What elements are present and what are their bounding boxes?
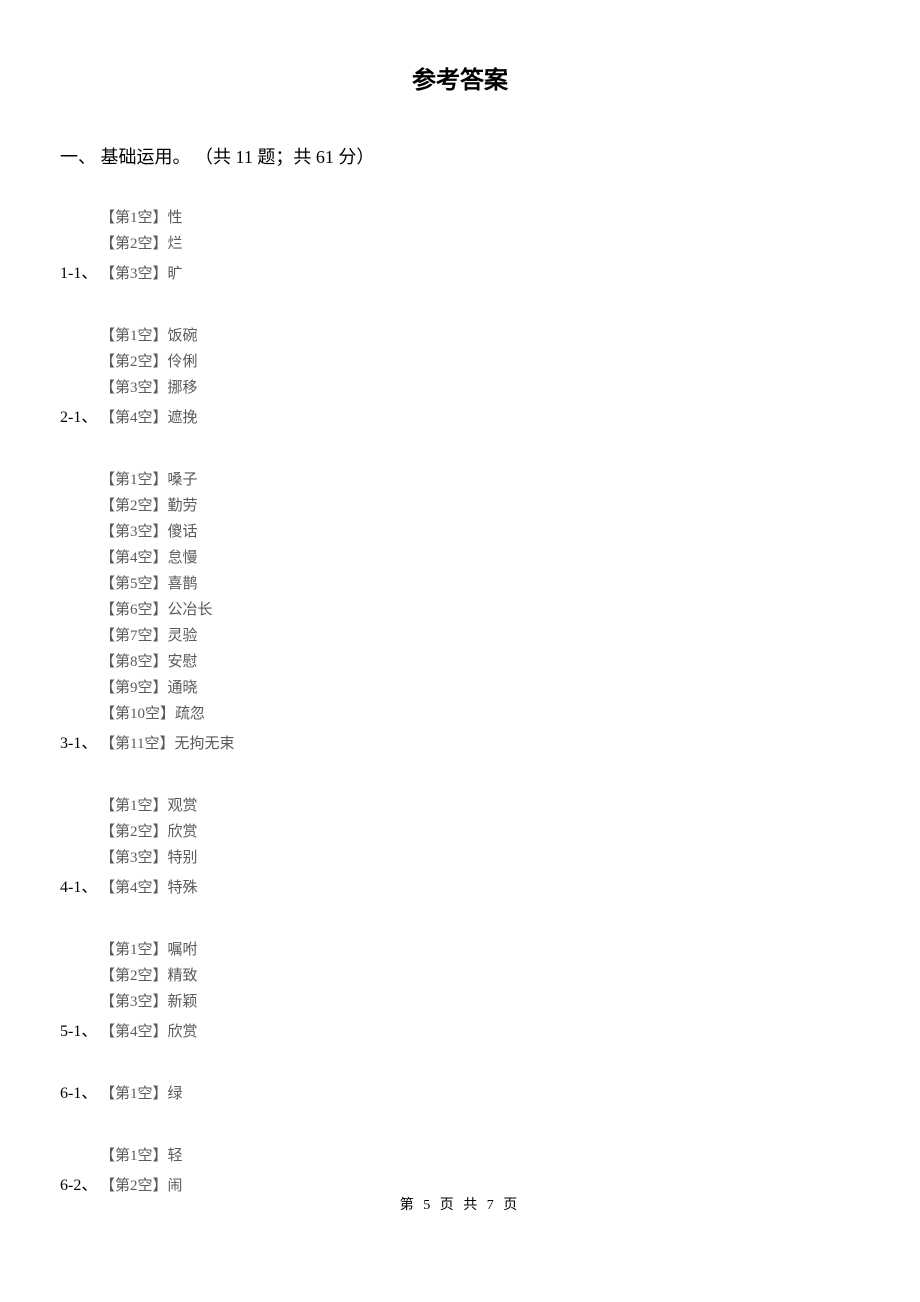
answer-line: 【第2空】精致: [100, 963, 860, 989]
question-number: 3-1、: [60, 731, 100, 757]
answer-line: 【第2空】欣赏: [100, 819, 860, 845]
answer-line: 【第1空】轻: [100, 1143, 860, 1169]
answer-line: 【第6空】公冶长: [100, 597, 860, 623]
answer-line: 【第2空】烂: [100, 231, 860, 257]
answer-line: 【第9空】通晓: [100, 675, 860, 701]
question-number-row: 4-1、【第4空】特殊: [60, 875, 860, 901]
answers-list: 【第1空】嘱咐【第2空】精致【第3空】新颖: [100, 937, 860, 1015]
question-number: 1-1、: [60, 261, 100, 287]
answers-list: 【第1空】轻: [100, 1143, 860, 1169]
answer-line: 【第1空】饭碗: [100, 323, 860, 349]
answer-line: 【第3空】特别: [100, 845, 860, 871]
question-block: 【第1空】性【第2空】烂1-1、【第3空】旷: [60, 205, 860, 287]
answer-line: 【第1空】绿: [100, 1081, 183, 1107]
question-block: 【第1空】饭碗【第2空】伶俐【第3空】挪移2-1、【第4空】遮挽: [60, 323, 860, 431]
answer-line: 【第4空】特殊: [100, 875, 198, 901]
answers-list: 【第1空】观赏【第2空】欣赏【第3空】特别: [100, 793, 860, 871]
answers-list: 【第1空】饭碗【第2空】伶俐【第3空】挪移: [100, 323, 860, 401]
answer-line: 【第1空】嘱咐: [100, 937, 860, 963]
question-number: 2-1、: [60, 405, 100, 431]
answer-line: 【第11空】无拘无束: [100, 731, 234, 757]
section-header: 一、 基础运用。 （共 11 题；共 61 分）: [60, 143, 860, 169]
answer-line: 【第10空】疏忽: [100, 701, 860, 727]
answer-line: 【第2空】勤劳: [100, 493, 860, 519]
answer-line: 【第1空】观赏: [100, 793, 860, 819]
answers-list: 【第1空】嗓子【第2空】勤劳【第3空】傻话【第4空】怠慢【第5空】喜鹊【第6空】…: [100, 467, 860, 727]
question-number-row: 1-1、【第3空】旷: [60, 261, 860, 287]
answer-line: 【第8空】安慰: [100, 649, 860, 675]
answer-line: 【第3空】傻话: [100, 519, 860, 545]
question-number-row: 6-1、【第1空】绿: [60, 1081, 860, 1107]
question-block: 【第1空】轻6-2、【第2空】闹: [60, 1143, 860, 1199]
question-block: 【第1空】嗓子【第2空】勤劳【第3空】傻话【第4空】怠慢【第5空】喜鹊【第6空】…: [60, 467, 860, 757]
question-number-row: 2-1、【第4空】遮挽: [60, 405, 860, 431]
answer-line: 【第3空】新颖: [100, 989, 860, 1015]
document-page: 参考答案 一、 基础运用。 （共 11 题；共 61 分） 【第1空】性【第2空…: [0, 0, 920, 1302]
answer-line: 【第3空】旷: [100, 261, 183, 287]
answer-line: 【第4空】怠慢: [100, 545, 860, 571]
answer-line: 【第1空】嗓子: [100, 467, 860, 493]
question-number-row: 3-1、【第11空】无拘无束: [60, 731, 860, 757]
answer-line: 【第1空】性: [100, 205, 860, 231]
question-block: 6-1、【第1空】绿: [60, 1081, 860, 1107]
question-number-row: 5-1、【第4空】欣赏: [60, 1019, 860, 1045]
answers-list: 【第1空】性【第2空】烂: [100, 205, 860, 257]
question-number: 5-1、: [60, 1019, 100, 1045]
question-block: 【第1空】嘱咐【第2空】精致【第3空】新颖5-1、【第4空】欣赏: [60, 937, 860, 1045]
page-footer: 第 5 页 共 7 页: [0, 1194, 920, 1214]
question-number: 6-1、: [60, 1081, 100, 1107]
question-block: 【第1空】观赏【第2空】欣赏【第3空】特别4-1、【第4空】特殊: [60, 793, 860, 901]
answer-line: 【第4空】遮挽: [100, 405, 198, 431]
page-title: 参考答案: [60, 60, 860, 95]
answer-line: 【第2空】伶俐: [100, 349, 860, 375]
answer-line: 【第5空】喜鹊: [100, 571, 860, 597]
answer-line: 【第7空】灵验: [100, 623, 860, 649]
question-number: 4-1、: [60, 875, 100, 901]
questions-container: 【第1空】性【第2空】烂1-1、【第3空】旷【第1空】饭碗【第2空】伶俐【第3空…: [60, 205, 860, 1199]
answer-line: 【第3空】挪移: [100, 375, 860, 401]
answer-line: 【第4空】欣赏: [100, 1019, 198, 1045]
